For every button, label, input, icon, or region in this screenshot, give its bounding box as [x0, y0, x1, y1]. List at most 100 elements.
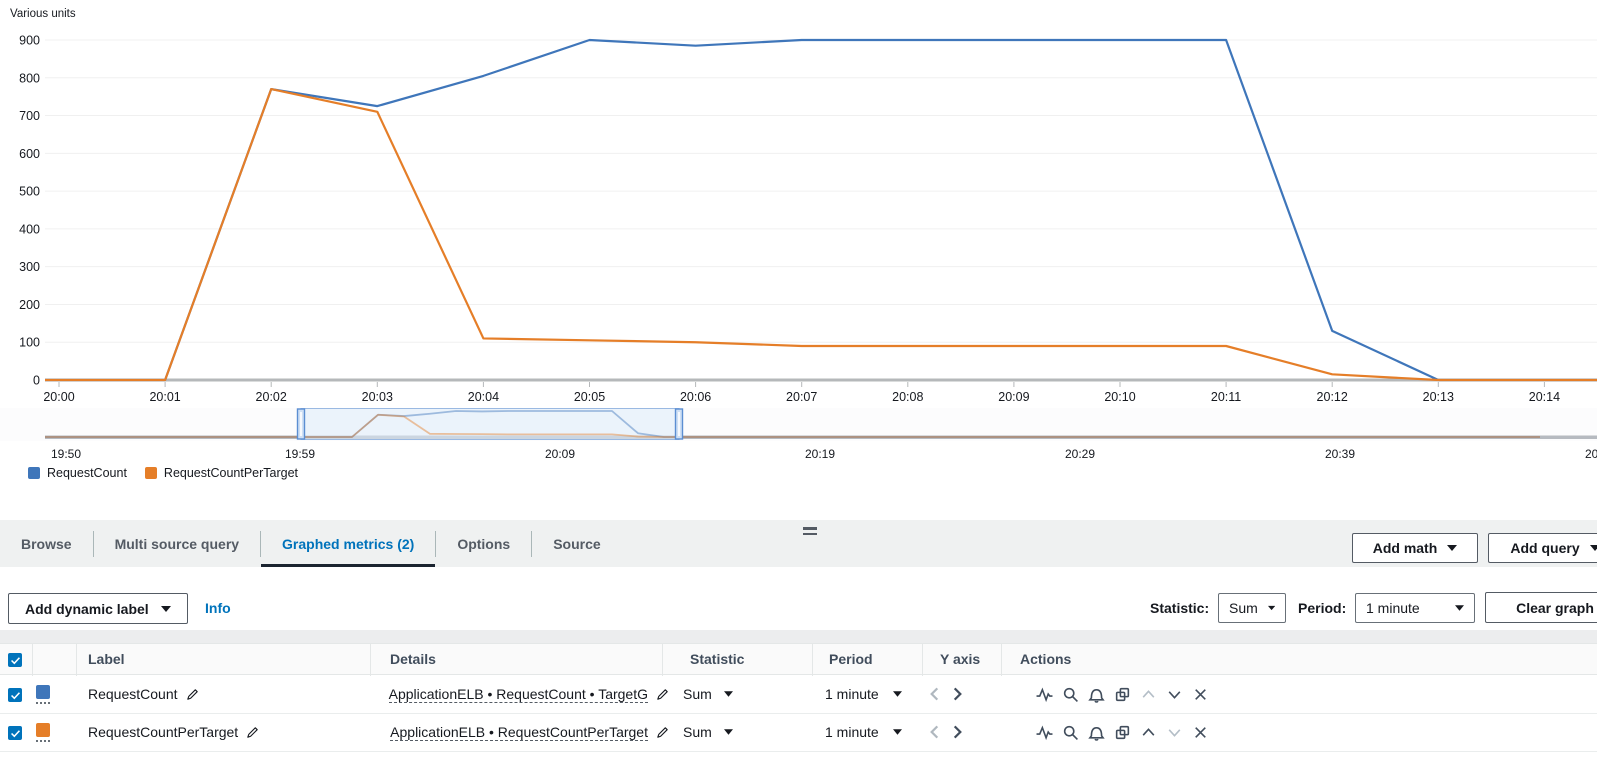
zoom-icon[interactable]: [1062, 686, 1079, 703]
table-row: RequestCount ApplicationELB • RequestCou…: [0, 676, 1597, 714]
alarm-bell-icon[interactable]: [1088, 724, 1105, 741]
row-period-select[interactable]: 1 minute: [825, 724, 902, 740]
clear-graph-button[interactable]: Clear graph: [1485, 592, 1597, 623]
svg-text:900: 900: [19, 34, 40, 48]
add-query-button[interactable]: Add query: [1488, 533, 1597, 563]
panel-resize-handle[interactable]: [803, 527, 817, 538]
caret-down-icon: [1447, 545, 1458, 551]
tab-options[interactable]: Options: [457, 535, 511, 552]
caret-down-icon: [1589, 545, 1597, 551]
tab-bar: Browse Multi source query Graphed metric…: [0, 520, 1597, 567]
y-axis-units-label: Various units: [10, 8, 76, 20]
edit-details-icon[interactable]: [655, 725, 670, 740]
brush-tick: 19:50: [50, 447, 82, 461]
statistic-label: Statistic:: [1150, 600, 1210, 616]
move-up-icon[interactable]: [1140, 724, 1157, 741]
tab-divider: [92, 530, 94, 557]
check-icon: [10, 729, 20, 737]
yaxis-left-icon[interactable]: [930, 687, 939, 701]
table-row: RequestCountPerTarget ApplicationELB • R…: [0, 714, 1597, 752]
row-statistic-select[interactable]: Sum: [683, 724, 733, 740]
svg-text:20:13: 20:13: [1423, 390, 1454, 404]
move-down-icon[interactable]: [1166, 724, 1183, 741]
metric-details-link[interactable]: ApplicationELB • RequestCount • TargetG: [388, 686, 648, 703]
tab-graphed-metrics[interactable]: Graphed metrics (2): [261, 520, 436, 567]
svg-text:20:01: 20:01: [149, 390, 180, 404]
svg-text:20:11: 20:11: [1211, 390, 1241, 404]
panel-separator: [0, 630, 1597, 643]
brush-tick: 20:09: [544, 447, 576, 461]
metrics-line-chart[interactable]: 0 100 200 300 400 500 600 700 800 900 20:00 20:01 20…: [0, 0, 1597, 405]
caret-down-icon: [160, 605, 171, 612]
svg-text:20:08: 20:08: [892, 390, 923, 404]
yaxis-right-icon[interactable]: [953, 725, 962, 739]
brush-tick: 20:39: [1324, 447, 1356, 461]
select-all-checkbox[interactable]: [8, 653, 22, 667]
check-icon: [10, 691, 20, 699]
metrics-toolbar: Add dynamic label Info Statistic: Sum Pe…: [0, 567, 1597, 630]
activity-icon[interactable]: [1036, 686, 1053, 703]
legend-item-requestcountpertarget[interactable]: RequestCountPerTarget: [144, 466, 298, 480]
svg-text:200: 200: [19, 298, 40, 312]
col-header-period: Period: [829, 651, 873, 667]
svg-text:20:02: 20:02: [256, 390, 287, 404]
duplicate-icon[interactable]: [1114, 686, 1131, 703]
metric-label: RequestCount: [88, 686, 178, 702]
col-header-label: Label: [88, 651, 125, 667]
caret-down-icon: [892, 691, 902, 697]
edit-label-icon[interactable]: [245, 725, 260, 740]
yaxis-left-icon[interactable]: [930, 725, 939, 739]
tab-divider: [531, 530, 533, 557]
svg-text:20:14: 20:14: [1529, 390, 1560, 404]
metric-label: RequestCountPerTarget: [88, 724, 239, 740]
move-up-icon[interactable]: [1140, 686, 1157, 703]
row-checkbox[interactable]: [8, 726, 22, 740]
caret-down-icon: [723, 729, 733, 735]
activity-icon[interactable]: [1036, 724, 1053, 741]
chart-legend: RequestCount RequestCountPerTarget: [28, 466, 298, 480]
add-math-button[interactable]: Add math: [1352, 533, 1478, 563]
remove-icon[interactable]: [1192, 686, 1209, 703]
period-label: Period:: [1298, 600, 1347, 616]
svg-text:100: 100: [19, 336, 40, 350]
legend-color-swatch: [28, 467, 40, 479]
period-select[interactable]: 1 minute: [1355, 593, 1475, 623]
tab-source[interactable]: Source: [553, 535, 601, 552]
legend-label: RequestCount: [47, 466, 127, 480]
remove-icon[interactable]: [1192, 724, 1209, 741]
info-link[interactable]: Info: [205, 600, 231, 616]
svg-text:20:06: 20:06: [680, 390, 711, 404]
alarm-bell-icon[interactable]: [1088, 686, 1105, 703]
tab-multi-source-query[interactable]: Multi source query: [114, 535, 240, 552]
svg-text:20:03: 20:03: [362, 390, 393, 404]
svg-text:800: 800: [19, 71, 40, 85]
tab-divider: [260, 530, 262, 557]
row-checkbox[interactable]: [8, 688, 22, 702]
timeline-brush[interactable]: [0, 408, 1597, 442]
series-color-picker[interactable]: [36, 723, 50, 742]
tab-browse[interactable]: Browse: [21, 535, 72, 552]
brush-tick: 20:19: [804, 447, 836, 461]
edit-details-icon[interactable]: [655, 687, 670, 702]
duplicate-icon[interactable]: [1114, 724, 1131, 741]
add-dynamic-label-button[interactable]: Add dynamic label: [8, 593, 188, 624]
legend-color-swatch: [144, 467, 157, 479]
edit-label-icon[interactable]: [185, 687, 200, 702]
zoom-icon[interactable]: [1062, 724, 1079, 741]
svg-text:400: 400: [19, 222, 40, 236]
svg-text:20:04: 20:04: [468, 390, 499, 404]
row-period-select[interactable]: 1 minute: [825, 686, 902, 702]
brush-tick: 20:29: [1064, 447, 1096, 461]
move-down-icon[interactable]: [1166, 686, 1183, 703]
statistic-select[interactable]: Sum: [1218, 593, 1286, 623]
svg-text:20:00: 20:00: [43, 390, 74, 404]
col-header-actions: Actions: [1020, 651, 1072, 667]
metric-details-link[interactable]: ApplicationELB • RequestCountPerTarget: [390, 724, 648, 741]
legend-item-requestcount[interactable]: RequestCount: [28, 466, 127, 480]
series-color-picker[interactable]: [36, 685, 50, 704]
svg-text:500: 500: [19, 185, 40, 199]
yaxis-right-icon[interactable]: [953, 687, 962, 701]
row-statistic-select[interactable]: Sum: [683, 686, 733, 702]
brush-tick: 19:59: [284, 447, 316, 461]
